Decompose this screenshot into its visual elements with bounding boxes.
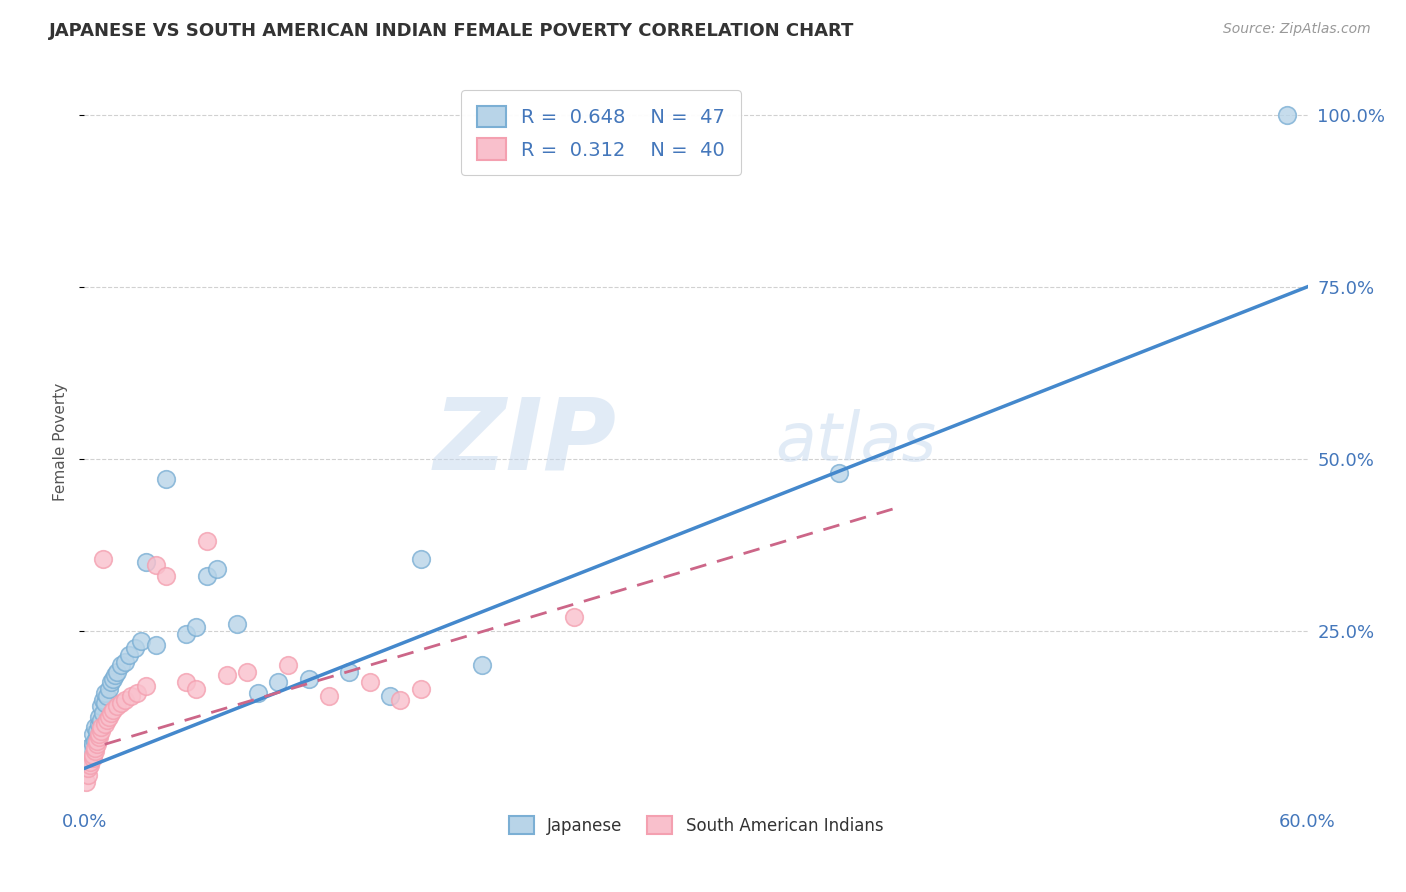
Point <box>389 692 412 706</box>
Point <box>1277 108 1299 122</box>
Point <box>75 775 97 789</box>
Point <box>97 710 120 724</box>
Point <box>93 716 115 731</box>
Point <box>90 723 112 738</box>
Point <box>82 737 104 751</box>
Point <box>174 675 197 690</box>
Point <box>93 696 115 710</box>
Point <box>101 672 124 686</box>
Point <box>87 716 110 731</box>
Y-axis label: Female Poverty: Female Poverty <box>52 383 67 500</box>
Point <box>155 472 177 486</box>
Point <box>186 620 208 634</box>
Point <box>828 466 851 480</box>
Point <box>380 689 402 703</box>
Point <box>101 703 124 717</box>
Point <box>77 761 100 775</box>
Point <box>127 686 149 700</box>
Legend: Japanese, South American Indians: Japanese, South American Indians <box>502 809 890 841</box>
Point <box>100 706 122 721</box>
Point <box>86 737 108 751</box>
Point <box>114 692 136 706</box>
Point <box>93 686 115 700</box>
Text: JAPANESE VS SOUTH AMERICAN INDIAN FEMALE POVERTY CORRELATION CHART: JAPANESE VS SOUTH AMERICAN INDIAN FEMALE… <box>49 22 855 40</box>
Point <box>77 758 100 772</box>
Text: ZIP: ZIP <box>433 393 616 490</box>
Point <box>104 668 127 682</box>
Point <box>120 689 142 703</box>
Point <box>186 682 208 697</box>
Point <box>96 689 118 703</box>
Point <box>90 720 112 734</box>
Point <box>77 768 100 782</box>
Point <box>110 658 132 673</box>
Point <box>100 675 122 690</box>
Point <box>195 534 218 549</box>
Point <box>83 744 105 758</box>
Point <box>82 727 104 741</box>
Point <box>409 682 432 697</box>
Point <box>87 731 110 745</box>
Point <box>471 658 494 673</box>
Point <box>86 723 108 738</box>
Point <box>562 610 585 624</box>
Point <box>217 668 239 682</box>
Point <box>267 675 290 690</box>
Point <box>77 740 100 755</box>
Point <box>79 751 101 765</box>
Point <box>205 562 228 576</box>
Point <box>195 568 218 582</box>
Point <box>105 665 128 679</box>
Point <box>83 740 105 755</box>
Point <box>83 720 105 734</box>
Point <box>90 699 112 714</box>
Point <box>174 627 197 641</box>
Point <box>110 696 132 710</box>
Point <box>79 755 101 769</box>
Point <box>79 744 101 758</box>
Point <box>82 747 104 762</box>
Point <box>145 558 167 573</box>
Point <box>277 658 299 673</box>
Point <box>298 672 321 686</box>
Point <box>91 706 114 721</box>
Point <box>409 551 432 566</box>
Point <box>124 640 146 655</box>
Point <box>236 665 259 679</box>
Point <box>155 568 177 582</box>
Point <box>135 555 157 569</box>
Point <box>79 758 101 772</box>
Point <box>131 634 153 648</box>
Point <box>97 682 120 697</box>
Point <box>339 665 361 679</box>
Point <box>90 713 112 727</box>
Text: atlas: atlas <box>776 409 936 475</box>
Text: Source: ZipAtlas.com: Source: ZipAtlas.com <box>1223 22 1371 37</box>
Point <box>96 713 118 727</box>
Point <box>75 761 97 775</box>
Point <box>87 727 110 741</box>
Point <box>318 689 340 703</box>
Point <box>105 699 128 714</box>
Point <box>118 648 141 662</box>
Point <box>359 675 381 690</box>
Point <box>135 679 157 693</box>
Point <box>246 686 269 700</box>
Point <box>91 551 114 566</box>
Point <box>226 616 249 631</box>
Point <box>86 734 108 748</box>
Point <box>145 638 167 652</box>
Point <box>114 655 136 669</box>
Point <box>91 692 114 706</box>
Point <box>83 734 105 748</box>
Point <box>82 751 104 765</box>
Point <box>86 731 108 745</box>
Point <box>87 710 110 724</box>
